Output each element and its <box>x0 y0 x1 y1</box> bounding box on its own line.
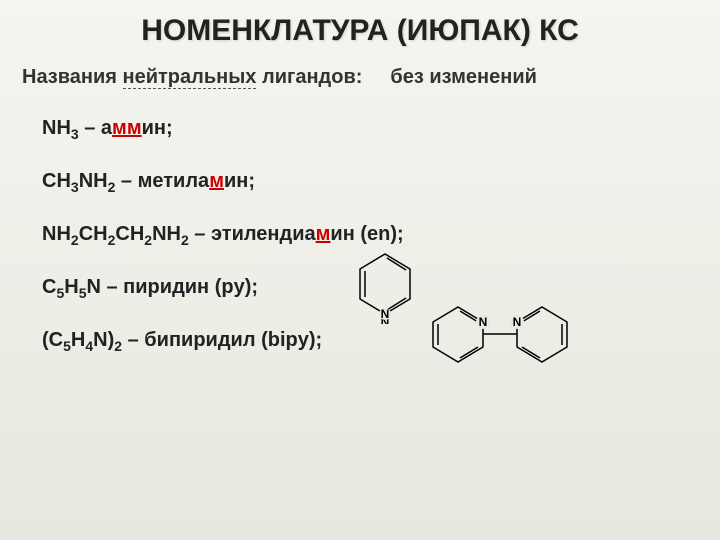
item-bipyridine: (C5H4N)2 – бипиридил (bipy); N N <box>0 315 720 368</box>
svg-text:N: N <box>513 315 522 329</box>
ammine-tail: ин; <box>142 117 173 139</box>
slide-title: НОМЕНКЛАТУРА (ИЮПАК) КС <box>0 0 720 58</box>
methylamine-stress: м <box>209 170 224 192</box>
en-stress: м <box>316 223 331 245</box>
en-formula: NH2CH2CH2NH2 – этилендиа <box>42 223 316 245</box>
item-ammine: NH3 – аммин; <box>0 103 720 156</box>
bipyridine-structure-icon: N N <box>420 287 580 377</box>
bipyridine-formula: (C5H4N)2 – бипиридил (bipy); <box>42 329 322 351</box>
subtitle-row: Названия нейтральных лигандов: без измен… <box>0 58 720 103</box>
subtitle-suffix: лигандов: <box>256 66 362 88</box>
pyridine-structure-icon: N N <box>350 244 420 324</box>
svg-text:N: N <box>479 315 488 329</box>
item-methylamine: CH3NH2 – метиламин; <box>0 156 720 209</box>
en-tail: ин (en); <box>330 223 403 245</box>
pyridine-formula: C5H5N – пиридин (py); <box>42 276 258 298</box>
subtitle-right: без изменений <box>390 66 537 89</box>
subtitle-underlined: нейтральных <box>123 66 257 89</box>
ammine-formula: NH3 – а <box>42 117 112 139</box>
methylamine-tail: ин; <box>224 170 255 192</box>
item-pyridine: C5H5N – пиридин (py); N N <box>0 262 720 315</box>
methylamine-formula: CH3NH2 – метила <box>42 170 209 192</box>
subtitle-prefix: Названия <box>22 66 123 88</box>
subtitle-left: Названия нейтральных лигандов: <box>22 66 362 89</box>
ammine-stress: мм <box>112 117 142 139</box>
